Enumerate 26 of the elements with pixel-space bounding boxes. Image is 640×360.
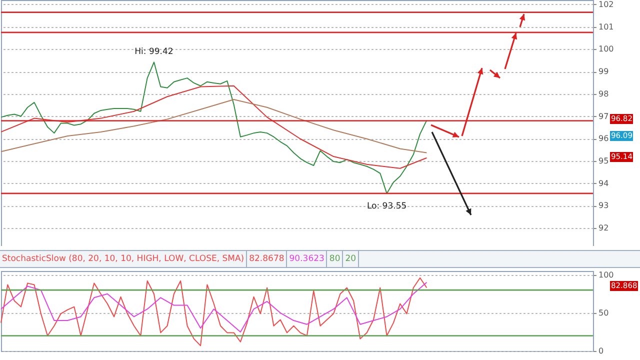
y-tick-label: 96 xyxy=(598,134,609,144)
y-tick-label: 99 xyxy=(598,67,609,76)
y-tick-label: 100 xyxy=(598,270,614,280)
y-tick-label: 93 xyxy=(598,201,609,210)
y-tick-label: 100 xyxy=(598,44,614,54)
text: 82.8678 xyxy=(247,251,288,267)
chart-title: StochasticSlow (80, 20, 10, 10, HIGH, LOW, CLOSE, SMA) xyxy=(0,251,248,267)
line-series xyxy=(0,85,428,169)
y-tick-label: 0 xyxy=(598,346,604,356)
text: 20 xyxy=(343,251,360,267)
text: 90.3623 xyxy=(287,251,328,267)
y-tick-label: 98 xyxy=(598,89,609,98)
text: 80 xyxy=(327,251,344,267)
y-tick-label: 92 xyxy=(598,224,609,233)
y-tick-label: 95 xyxy=(598,156,609,166)
y-tick-label: 97 xyxy=(598,112,609,121)
line-series xyxy=(0,277,428,346)
line-series xyxy=(0,282,428,332)
y-tick-label: 50 xyxy=(598,308,609,318)
annotation: Lo: 93.55 xyxy=(366,201,407,212)
y-tick-label: 102 xyxy=(598,0,614,9)
line-series xyxy=(0,99,428,154)
y-tick-label: 101 xyxy=(598,22,614,32)
annotation: Hi: 99.42 xyxy=(134,47,174,58)
y-tick-label: 94 xyxy=(598,178,609,188)
line-series xyxy=(0,62,428,194)
